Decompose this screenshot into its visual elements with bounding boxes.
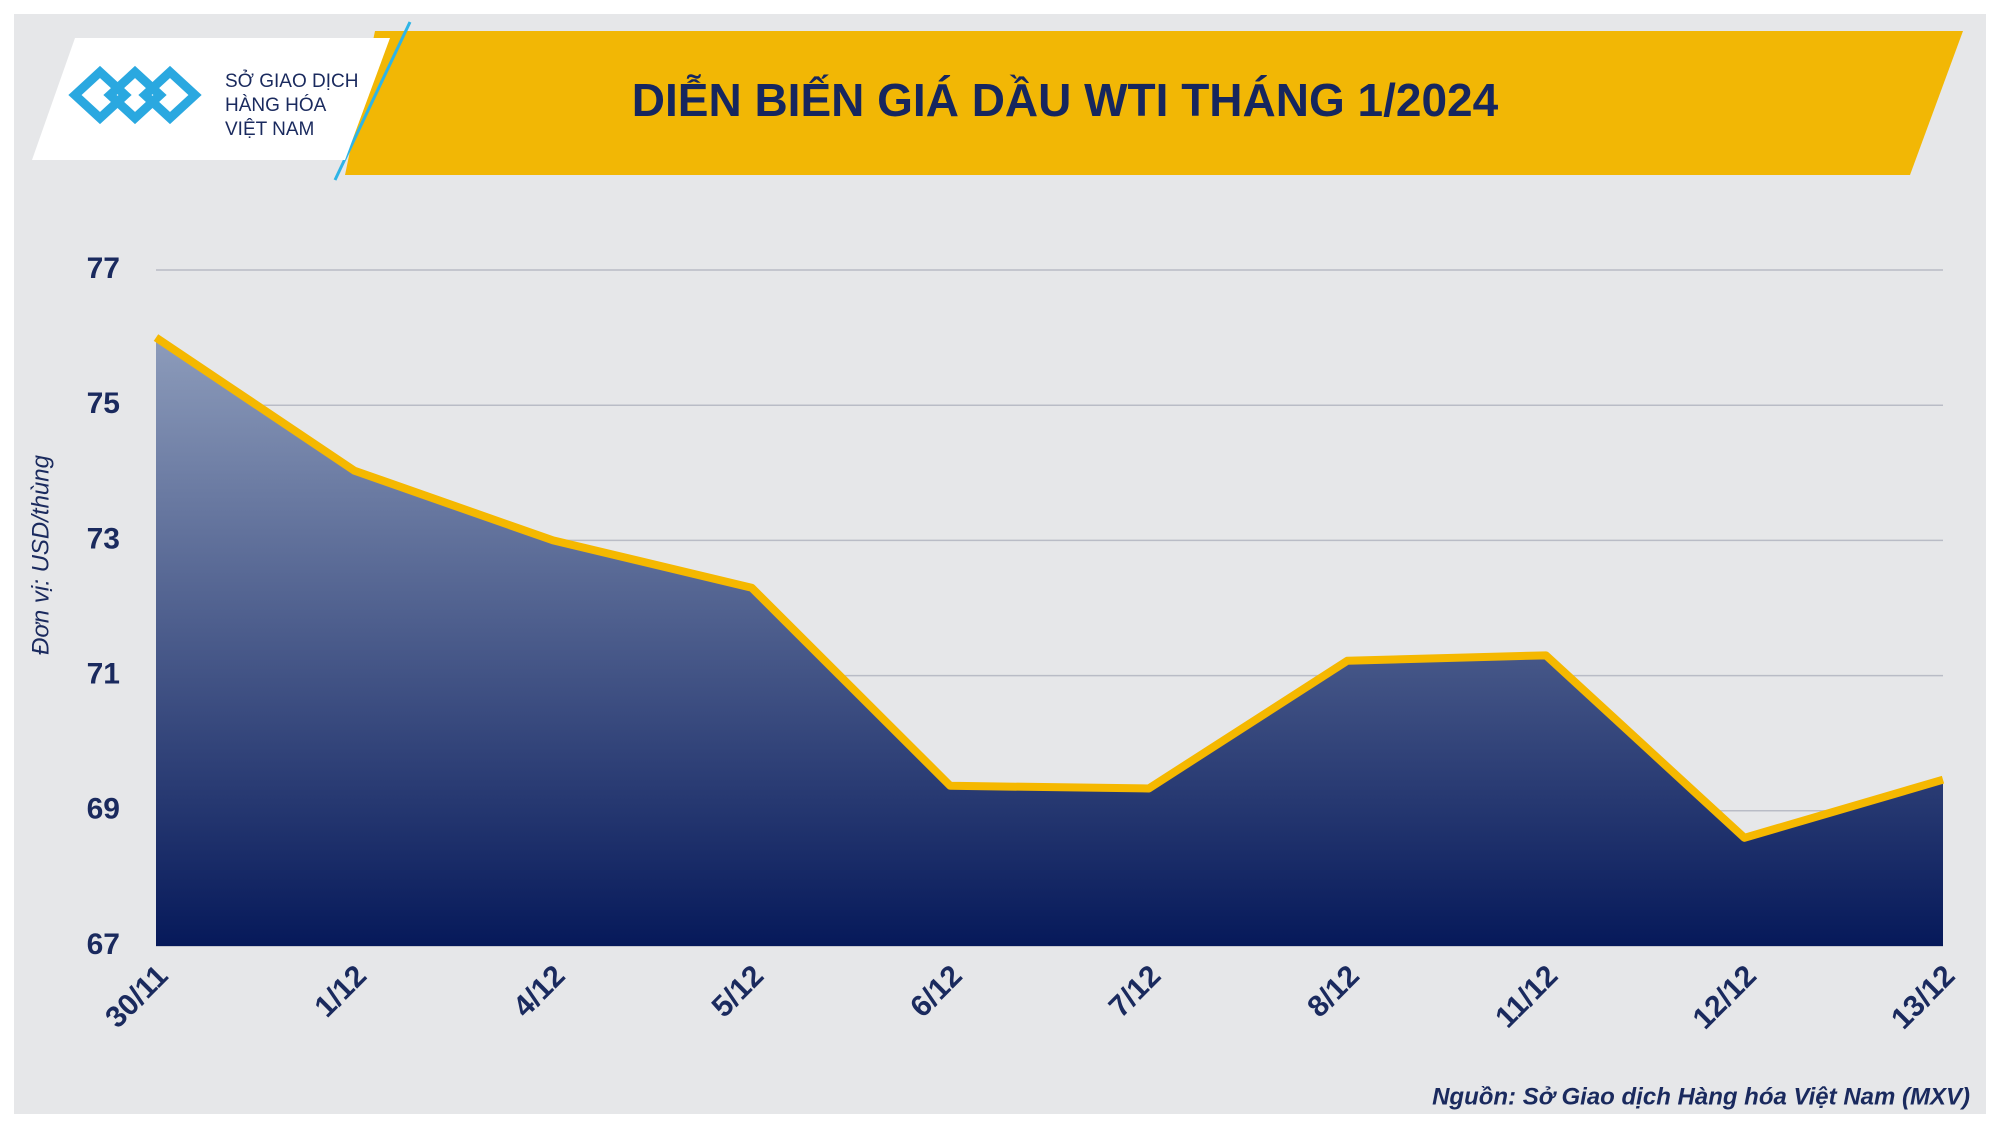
- line: [153, 334, 1945, 842]
- y-tick-label: 67: [87, 928, 120, 961]
- source-note: Nguồn: Sở Giao dịch Hàng hóa Việt Nam (M…: [1432, 1083, 1970, 1110]
- logo-text: SỞ GIAO DỊCH: [225, 70, 358, 92]
- y-tick-label: 75: [87, 387, 120, 420]
- logo-text: VIỆT NAM: [225, 118, 314, 140]
- y-tick-label: 73: [87, 522, 120, 555]
- logo-icon: [68, 65, 202, 125]
- y-axis-label: Đơn vị: USD/thùng: [27, 454, 54, 655]
- y-tick-label: 71: [87, 658, 120, 691]
- y-tick-label: 77: [87, 252, 120, 285]
- area: [156, 337, 1943, 947]
- logo-text: HÀNG HÓA: [225, 94, 327, 116]
- banner-accent: [333, 21, 412, 181]
- y-tick-label: 69: [87, 793, 120, 826]
- title-banner: [345, 31, 1963, 175]
- logo-box: [32, 38, 390, 160]
- chart-title: DIỄN BIẾN GIÁ DẦU WTI THÁNG 1/2024: [632, 74, 1499, 126]
